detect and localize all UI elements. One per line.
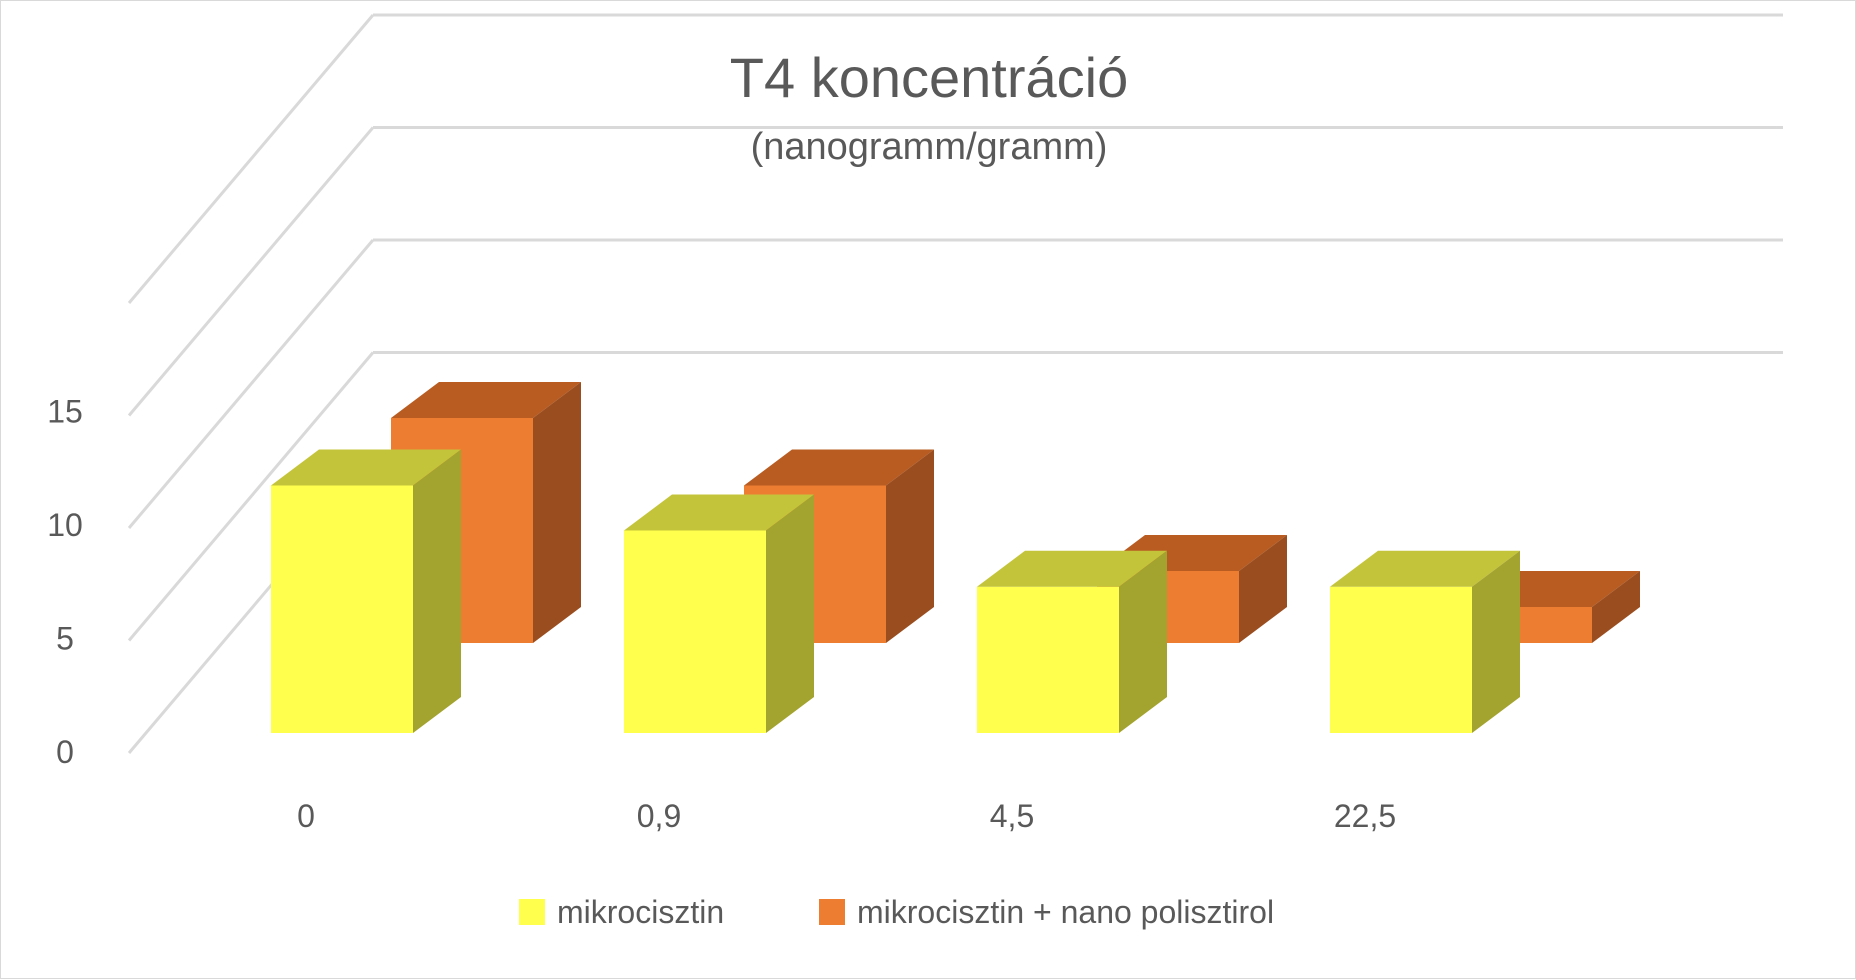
y-tick-label: 5: [56, 621, 74, 657]
x-tick-label: 0,9: [637, 798, 681, 834]
bar-series1-cat2-side: [1119, 550, 1167, 733]
bar-series2-cat2-side: [1239, 535, 1287, 643]
legend-label-mikrocisztin-nano-polisztirol: mikrocisztin + nano polisztirol: [857, 894, 1274, 930]
bar-series1-cat0-side: [413, 449, 461, 733]
bar-series1-cat0: [271, 449, 461, 733]
gridline-wall: [127, 126, 375, 417]
chart-subtitle: (nanogramm/gramm): [751, 126, 1108, 168]
bar-series2-cat1-top: [744, 449, 934, 486]
bar-series2-cat0-top: [391, 382, 581, 418]
bar-series1-cat1-side: [766, 494, 814, 733]
y-tick-label: 15: [47, 394, 83, 430]
x-tick-label: 22,5: [1334, 798, 1396, 834]
x-axis-ticks: 0 0,9 4,5 22,5: [297, 798, 1396, 834]
legend-swatch-mikrocisztin-nano-polisztirol: [819, 899, 845, 925]
bar-series1-cat0-top: [271, 449, 461, 486]
legend: mikrocisztin mikrocisztin + nano poliszt…: [519, 894, 1274, 930]
bar-series1-cat2: [977, 550, 1167, 733]
bar-series1-cat1-front: [624, 530, 766, 733]
bar-series1-cat1: [624, 494, 814, 733]
bar-series1-cat3-front: [1330, 586, 1472, 733]
chart-title: T4 koncentráció: [730, 46, 1128, 109]
bar-series1-cat0-front: [271, 485, 413, 733]
gridlines: [127, 13, 1783, 754]
x-tick-label: 0: [297, 798, 315, 834]
bar-series2-cat0-side: [533, 382, 581, 643]
series-back-bars: [391, 382, 1640, 643]
bar-series1-cat2-top: [977, 550, 1167, 587]
bar-series2-cat1-side: [886, 449, 934, 643]
bar-series2-cat3-side: [1592, 571, 1640, 643]
x-tick-label: 4,5: [990, 798, 1034, 834]
gridline-wall: [127, 239, 375, 529]
y-axis-ticks: 0 5 10 15: [47, 394, 83, 771]
series-front-bars: [271, 449, 1520, 733]
bar-series1-cat3-side: [1472, 550, 1520, 733]
gridline-wall: [127, 14, 375, 304]
bar-series1-cat3: [1330, 550, 1520, 733]
legend-label-mikrocisztin: mikrocisztin: [557, 894, 724, 930]
y-tick-label: 10: [47, 507, 83, 543]
gridline-wall: [127, 351, 375, 642]
bar-series1-cat2-front: [977, 586, 1119, 733]
bar-series1-cat3-top: [1330, 550, 1520, 587]
y-tick-label: 0: [56, 734, 74, 770]
legend-swatch-mikrocisztin: [519, 899, 545, 925]
bar-series1-cat1-top: [624, 494, 814, 531]
